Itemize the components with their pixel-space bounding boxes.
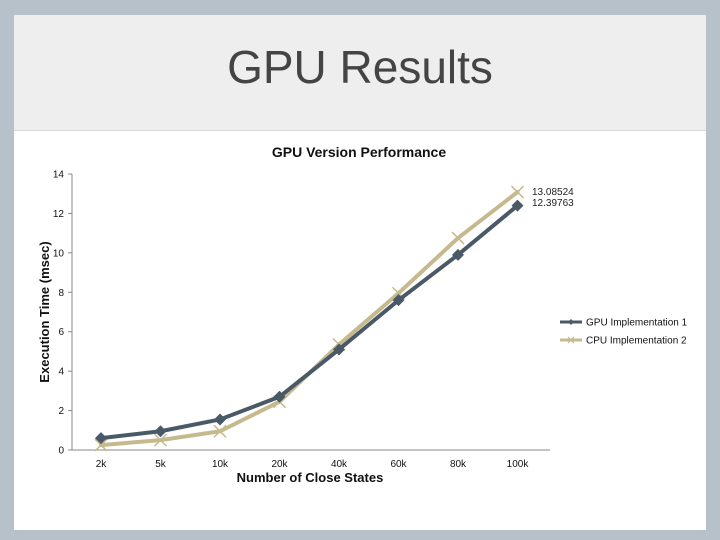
x-tick-label: 10k: [212, 459, 229, 470]
data-label: 12.39763: [532, 198, 574, 209]
data-point: [273, 390, 286, 403]
series-line: [99, 190, 520, 448]
data-point: [511, 199, 524, 212]
y-axis-title: Execution Time (msec): [37, 241, 52, 382]
x-tick-label: 40k: [331, 459, 348, 470]
data-label: 13.08524: [532, 187, 574, 198]
legend-item: CPU Implementation 2: [560, 336, 687, 347]
x-axis-title: Number of Close States: [237, 470, 384, 485]
y-tick-labels: 0 2 4 6 8 10 12 14: [53, 170, 72, 457]
legend-marker: [568, 319, 574, 325]
data-point: [153, 433, 168, 447]
y-tick-label: 0: [58, 446, 64, 457]
legend-marker: [567, 336, 575, 344]
y-tick-label: 14: [53, 170, 65, 181]
data-point: [510, 185, 525, 199]
data-point: [451, 231, 465, 245]
slide-title: GPU Results: [227, 41, 493, 93]
data-point: [94, 438, 108, 452]
y-tick-label: 4: [58, 367, 64, 378]
legend-item: GPU Implementation 1: [560, 318, 688, 329]
x-tick-label: 80k: [450, 459, 467, 470]
data-point: [214, 413, 226, 426]
legend-label: CPU Implementation 2: [586, 336, 687, 347]
data-point: [213, 424, 227, 438]
y-tick-label: 10: [53, 248, 65, 259]
data-point: [452, 248, 464, 261]
title-band: [14, 15, 706, 131]
legend-label: GPU Implementation 1: [586, 318, 688, 329]
data-point: [154, 425, 167, 438]
x-tick-labels: 2k 5k 10k 20k 40k 60k 80k 100k: [96, 459, 530, 470]
data-point: [333, 343, 345, 356]
y-tick-label: 2: [58, 406, 64, 417]
y-tick-label: 12: [53, 209, 65, 220]
x-tick-label: 60k: [390, 459, 407, 470]
data-point: [392, 294, 405, 307]
series-line: [99, 203, 520, 441]
x-tick-label: 20k: [271, 459, 288, 470]
x-tick-label: 5k: [155, 459, 167, 470]
series-1: [95, 199, 524, 445]
x-tick-label: 2k: [96, 459, 108, 470]
y-tick-label: 8: [58, 288, 64, 299]
series-2: [94, 185, 525, 452]
x-tick-label: 100k: [507, 459, 530, 470]
chart-title: GPU Version Performance: [272, 144, 447, 160]
data-point: [95, 432, 107, 445]
legend: GPU Implementation 1 CPU Implementation 2: [560, 318, 688, 347]
y-tick-label: 6: [58, 327, 64, 338]
series-layer: [94, 185, 525, 452]
